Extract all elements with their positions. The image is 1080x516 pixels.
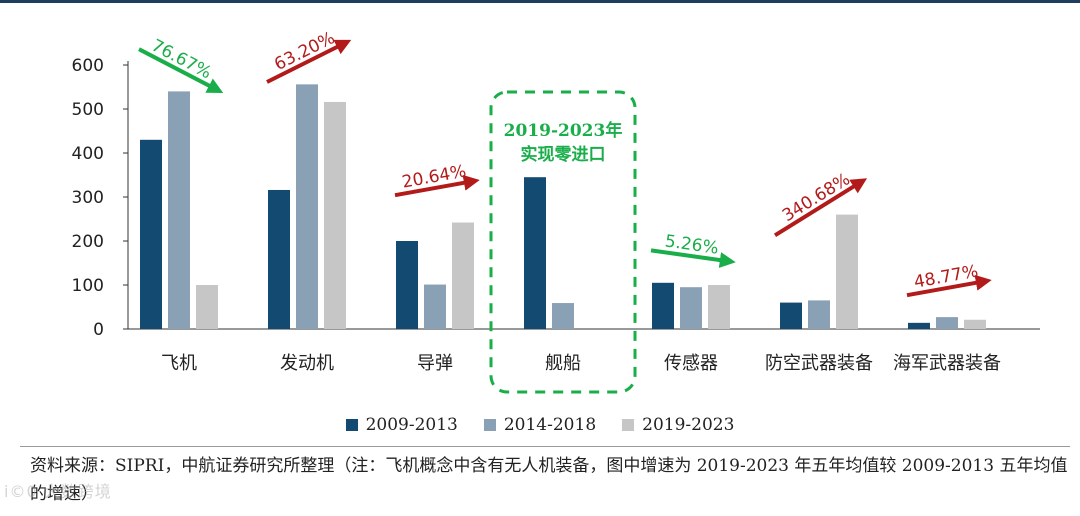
growth-arrow: [138, 47, 224, 94]
y-tick-label: 200: [72, 232, 104, 252]
bar-2009-2013-2: [396, 241, 418, 329]
annotation-box: [489, 90, 637, 394]
x-tick-label: 防空武器装备: [765, 353, 873, 374]
y-tick-label: 400: [72, 144, 104, 164]
legend-swatch-2019-2023: [622, 419, 635, 431]
bar-2014-2018-3: [552, 303, 574, 329]
bar-2019-2023-4: [708, 285, 730, 329]
bar-2014-2018-4: [680, 287, 702, 329]
x-tick-label: 海军武器装备: [893, 353, 1001, 374]
bar-chart: 0 100 200 300 400 500 600 飞机 发动机 导弹 舰船 传感器 防空武器装备 海军武…: [72, 28, 1040, 394]
y-tick-label: 600: [72, 56, 104, 76]
legend: 2009-2013 2014-2018 2019-2023: [0, 410, 1080, 440]
growth-arrow: [394, 174, 480, 198]
bar-2014-2018-5: [808, 300, 830, 329]
legend-label: 2014-2018: [503, 415, 597, 435]
legend-item-2014-2018: 2014-2018: [483, 415, 597, 435]
bar-2009-2013-3: [524, 177, 546, 329]
legend-swatch-2009-2013: [345, 419, 358, 431]
bar-2009-2013-5: [780, 302, 802, 329]
bar-2009-2013-1: [268, 189, 290, 329]
bar-2019-2023-0: [196, 285, 218, 329]
x-tick-label: 导弹: [417, 353, 453, 374]
y-tick-label: 500: [72, 100, 104, 120]
source-note: 资料来源：SIPRI，中航证券研究所整理（注：飞机概念中含有无人机装备，图中增速…: [30, 456, 1068, 504]
legend-label: 2019-2023: [642, 415, 735, 435]
divider: [20, 446, 1070, 447]
bar-2014-2018-1: [296, 84, 318, 329]
x-tick-label: 舰船: [545, 353, 581, 374]
y-tick-label: 0: [93, 320, 104, 340]
bar-2019-2023-1: [324, 101, 346, 330]
growth-arrow: [650, 248, 736, 268]
bar-2009-2013-4: [652, 282, 674, 329]
top-rule: [0, 0, 1080, 3]
growth-arrow: [773, 178, 868, 237]
legend-label: 2009-2013: [365, 415, 458, 435]
bar-2009-2013-6: [908, 322, 930, 329]
growth-arrow: [906, 274, 992, 298]
x-tick-label: 传感器: [664, 353, 718, 374]
growth-arrow: [266, 39, 352, 84]
bar-2014-2018-6: [936, 317, 958, 329]
bar-2014-2018-2: [424, 284, 446, 329]
y-tick-label: 300: [72, 188, 104, 208]
bar-2019-2023-5: [836, 214, 858, 329]
legend-item-2009-2013: 2009-2013: [345, 415, 458, 435]
bar-2019-2023-6: [964, 319, 986, 329]
legend-item-2019-2023: 2019-2023: [622, 415, 734, 435]
bar-2019-2023-2: [452, 222, 474, 329]
x-tick-label: 飞机: [161, 353, 197, 374]
y-tick-label: 100: [72, 276, 104, 296]
bar-2014-2018-0: [168, 91, 190, 330]
watermark: i©0 大数跨境: [4, 482, 112, 501]
x-tick-label: 发动机: [280, 353, 334, 374]
annotation-text: 实现零进口: [521, 144, 606, 165]
legend-swatch-2014-2018: [483, 419, 496, 431]
bar-2009-2013-0: [140, 139, 162, 329]
annotation-text: 2019-2023年: [504, 120, 623, 141]
